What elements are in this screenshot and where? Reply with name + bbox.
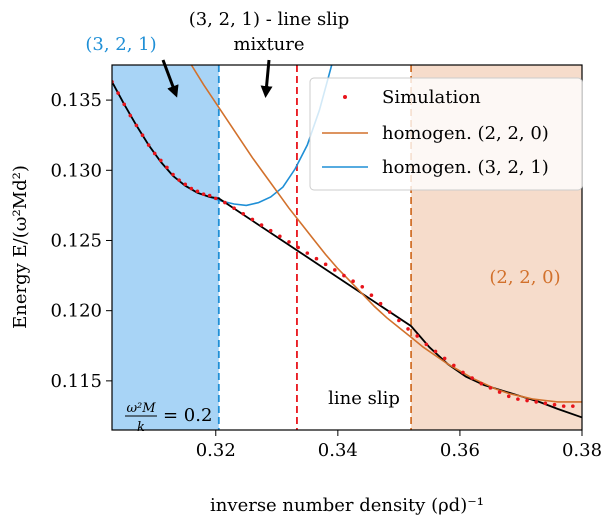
simulation-point	[201, 192, 206, 196]
y-axis-label: Energy E/(ω²Md²)	[10, 165, 31, 329]
simulation-point	[506, 394, 511, 399]
x-tick-label: 0.32	[196, 440, 236, 461]
simulation-point	[152, 151, 157, 156]
legend-label-321: homogen. (3, 2, 1)	[382, 157, 549, 178]
simulation-point	[369, 293, 374, 298]
simulation-point	[424, 342, 429, 347]
legend-label-220: homogen. (2, 2, 0)	[382, 123, 549, 144]
simulation-point	[134, 123, 139, 128]
simulation-point	[207, 193, 212, 198]
simulation-point	[259, 223, 264, 227]
line-slip-label: line slip	[328, 388, 400, 409]
x-tick-label: 0.36	[440, 440, 480, 461]
simulation-point	[470, 376, 474, 380]
simulation-point	[250, 217, 255, 222]
simulation-point	[534, 400, 539, 404]
simulation-point	[360, 285, 365, 289]
arrow-321	[161, 59, 179, 98]
simulation-point	[177, 178, 181, 182]
simulation-point	[561, 404, 566, 408]
simulation-point	[378, 301, 383, 306]
simulation-point	[332, 268, 337, 272]
simulation-point	[159, 158, 163, 163]
legend-marker-simulation	[343, 95, 347, 99]
simulation-point	[543, 401, 548, 406]
simulation-point	[497, 390, 502, 394]
simulation-point	[571, 404, 575, 408]
simulation-point	[516, 397, 520, 401]
phase-321-label: (3, 2, 1)	[85, 34, 156, 55]
simulation-point	[241, 212, 246, 216]
y-tick-label: 0.125	[50, 230, 102, 251]
y-tick-label: 0.115	[50, 371, 102, 392]
plot-frame	[111, 64, 583, 431]
curve-layer	[112, 65, 582, 419]
arrow-mixture	[260, 59, 273, 98]
simulation-point	[305, 251, 310, 255]
simulation-point	[442, 356, 447, 361]
phase-region-0	[112, 65, 219, 430]
simulation-point	[213, 196, 218, 201]
simulation-point	[314, 256, 319, 261]
simulation-point	[146, 143, 151, 147]
simulation-point	[278, 234, 282, 239]
simulation-point	[189, 186, 194, 191]
svg-text:k: k	[137, 420, 145, 435]
simulation-point	[452, 363, 456, 368]
simulation-point	[323, 262, 328, 267]
simulation-point	[165, 165, 169, 170]
legend-label-simulation: Simulation	[382, 87, 481, 108]
y-tick-label: 0.120	[50, 301, 102, 322]
y-tick-label: 0.130	[50, 160, 102, 181]
svg-text:= 0.2: = 0.2	[163, 405, 212, 426]
simulation-point	[552, 402, 557, 407]
simulation-point	[140, 133, 145, 137]
homogeneous-curve-1	[190, 65, 582, 403]
parameter-annotation: ω²M k = 0.2	[125, 401, 212, 435]
simulation-point	[116, 91, 120, 95]
simulation-point	[183, 182, 188, 187]
simulation-point	[461, 370, 465, 375]
simulation-point	[232, 206, 236, 210]
simulation-point	[406, 327, 410, 331]
mixture-label-line1: (3, 2, 1) - line slip	[189, 9, 350, 30]
simulation-point	[287, 240, 291, 244]
simulation-point	[387, 310, 392, 314]
simulation-point	[171, 172, 175, 177]
simulation-point	[351, 279, 355, 283]
simulation-point	[268, 228, 273, 233]
simulation-point	[122, 102, 127, 107]
simulation-point	[415, 334, 419, 338]
simulation-point	[342, 273, 346, 278]
simulation-point	[296, 245, 300, 250]
x-axis-label: inverse number density (ρd)⁻¹	[210, 495, 484, 516]
simulation-point	[397, 318, 401, 323]
y-tick-label: 0.135	[50, 90, 102, 111]
mixture-label-line2: mixture	[233, 34, 304, 55]
x-tick-label: 0.38	[562, 440, 602, 461]
x-tick-label: 0.34	[318, 440, 358, 461]
simulation-point	[223, 200, 227, 205]
simulation-point	[195, 189, 200, 194]
simulation-point	[479, 381, 484, 386]
simulation-point	[525, 398, 529, 403]
simulation-point	[488, 386, 493, 390]
svg-text:ω²M: ω²M	[126, 401, 156, 416]
tick-layer: 0.32 0.34 0.36 0.38 0.115 0.120 0.125 0.130 0.13…	[50, 90, 602, 461]
simulation-point	[128, 113, 133, 118]
legend: Simulation homogen. (2, 2, 0) homogen. (…	[309, 77, 583, 191]
simulation-point	[433, 349, 438, 354]
phase-220-label: (2, 2, 0)	[489, 267, 560, 288]
